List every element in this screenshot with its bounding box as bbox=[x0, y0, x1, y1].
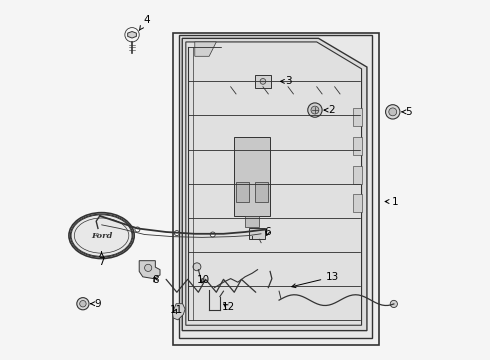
Text: 9: 9 bbox=[91, 299, 100, 309]
Circle shape bbox=[193, 263, 201, 271]
Circle shape bbox=[389, 108, 397, 116]
Bar bbox=[255, 182, 268, 202]
Polygon shape bbox=[186, 42, 362, 325]
Ellipse shape bbox=[71, 215, 132, 256]
Polygon shape bbox=[353, 194, 362, 212]
Polygon shape bbox=[128, 31, 136, 38]
Ellipse shape bbox=[69, 213, 134, 258]
Circle shape bbox=[77, 298, 89, 310]
Polygon shape bbox=[353, 166, 362, 184]
Polygon shape bbox=[139, 261, 160, 279]
Text: 3: 3 bbox=[280, 76, 292, 86]
Bar bbox=[245, 216, 259, 226]
Circle shape bbox=[260, 78, 266, 84]
Polygon shape bbox=[179, 35, 372, 338]
FancyBboxPatch shape bbox=[173, 33, 379, 345]
Text: 4: 4 bbox=[139, 15, 149, 31]
Circle shape bbox=[145, 264, 152, 271]
Text: 8: 8 bbox=[152, 275, 159, 285]
Polygon shape bbox=[353, 108, 362, 126]
Text: 2: 2 bbox=[324, 105, 334, 115]
Circle shape bbox=[390, 300, 397, 307]
Text: 10: 10 bbox=[197, 275, 210, 285]
Bar bbox=[234, 137, 270, 216]
Text: Ford: Ford bbox=[91, 231, 112, 240]
Text: 13: 13 bbox=[292, 272, 340, 288]
Polygon shape bbox=[195, 42, 216, 56]
Circle shape bbox=[308, 103, 322, 117]
Circle shape bbox=[311, 106, 319, 114]
Text: 12: 12 bbox=[221, 302, 235, 312]
Bar bbox=[236, 182, 248, 202]
Circle shape bbox=[80, 301, 86, 307]
Text: 5: 5 bbox=[402, 107, 412, 117]
Polygon shape bbox=[172, 304, 185, 320]
Circle shape bbox=[104, 218, 109, 223]
Circle shape bbox=[210, 232, 215, 237]
Polygon shape bbox=[182, 39, 367, 330]
Circle shape bbox=[386, 105, 400, 119]
Bar bbox=[248, 228, 265, 239]
Circle shape bbox=[174, 230, 179, 235]
Text: 6: 6 bbox=[264, 227, 271, 237]
Bar bbox=[255, 75, 271, 88]
Text: 1: 1 bbox=[385, 197, 399, 207]
Text: 11: 11 bbox=[170, 305, 183, 315]
Circle shape bbox=[135, 227, 140, 232]
Polygon shape bbox=[353, 137, 362, 155]
Text: 7: 7 bbox=[98, 252, 105, 267]
